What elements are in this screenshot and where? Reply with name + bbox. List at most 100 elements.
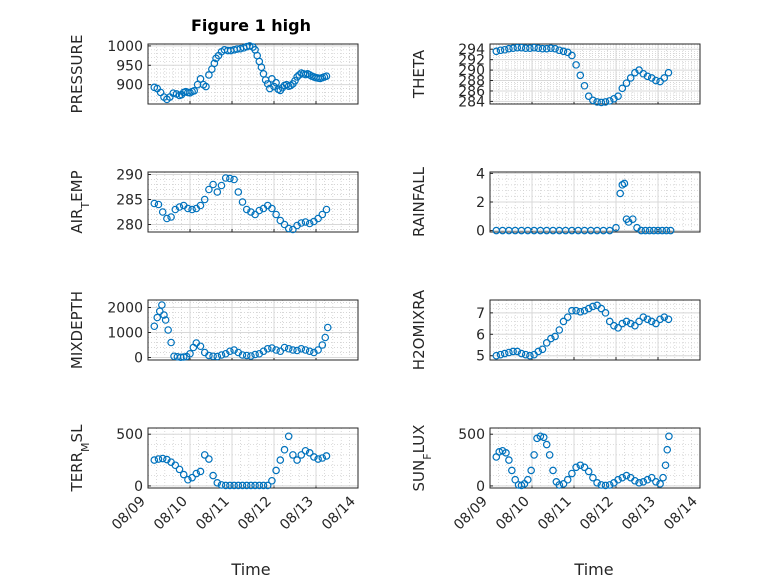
data-point: [496, 350, 505, 359]
data-point: [597, 304, 606, 313]
data-point: [158, 301, 166, 309]
data-point: [196, 342, 205, 351]
data-point: [150, 322, 159, 331]
data-point: [314, 455, 322, 463]
data-point: [188, 473, 196, 482]
data-point: [647, 473, 656, 482]
data-point: [161, 316, 170, 324]
data-point: [280, 343, 289, 352]
data-point: [505, 348, 513, 357]
data-point: [666, 226, 675, 235]
data-point: [301, 446, 310, 455]
data-point: [251, 481, 259, 490]
data-point: [542, 339, 551, 347]
data-point: [213, 352, 222, 361]
data-point: [268, 75, 276, 83]
y-tick-label: 284: [458, 94, 485, 110]
data-point: [645, 226, 654, 235]
data-point: [205, 185, 213, 194]
data-point: [213, 479, 222, 487]
data-point: [321, 333, 330, 342]
data-point: [626, 319, 635, 328]
data-point: [293, 346, 301, 355]
data-point: [257, 63, 266, 72]
data-point: [555, 46, 564, 55]
data-point: [568, 51, 576, 60]
data-point: [263, 80, 272, 88]
data-point: [618, 319, 627, 328]
data-point: [492, 351, 501, 360]
data-point: [492, 47, 501, 56]
data-point: [322, 72, 331, 80]
data-point: [305, 347, 314, 356]
data-point: [171, 461, 180, 470]
data-point: [196, 467, 205, 476]
x-tick-label: 08/11: [193, 494, 233, 534]
data-point: [555, 326, 564, 334]
data-point: [614, 324, 622, 332]
x-tick-label: 08/10: [493, 494, 533, 534]
y-tick-label: 1000: [107, 326, 143, 342]
data-point: [614, 92, 622, 100]
data-point: [164, 326, 172, 334]
y-tick-label: 2: [476, 195, 485, 211]
y-tick-label: 950: [116, 58, 143, 74]
data-point: [618, 473, 627, 482]
data-point: [242, 351, 251, 360]
y-tick-label: 900: [116, 78, 143, 94]
data-point: [280, 445, 289, 454]
figure-title: Figure 1 high: [191, 16, 311, 35]
data-point: [628, 215, 637, 223]
data-point: [526, 44, 534, 52]
y-axis-label: PRESSURE: [68, 35, 86, 114]
data-point: [500, 45, 509, 54]
data-point: [196, 75, 205, 83]
data-point: [238, 481, 247, 490]
data-point: [626, 74, 635, 82]
data-point: [610, 321, 618, 330]
data-point: [605, 97, 614, 105]
data-point: [150, 199, 159, 208]
data-point: [184, 204, 192, 213]
data-point: [601, 98, 610, 106]
data-point: [158, 208, 167, 216]
data-point: [605, 481, 614, 489]
data-point: [663, 445, 672, 454]
data-point: [534, 347, 543, 356]
data-point: [221, 481, 230, 490]
y-tick-label: 6: [476, 327, 485, 343]
subplot-air-temp: 280 285 290 AIRTEMP: [68, 168, 359, 234]
data-point: [551, 332, 559, 341]
data-point: [505, 44, 513, 53]
data-point: [217, 181, 226, 190]
data-point: [660, 313, 669, 321]
data-point: [314, 346, 322, 354]
data-point: [664, 315, 673, 324]
data-point: [314, 214, 322, 223]
data-point: [580, 463, 589, 472]
data-point: [523, 475, 532, 484]
data-point: [226, 347, 234, 356]
data-point: [175, 203, 184, 211]
subplot-rainfall: 0 2 4 RAINFALL: [410, 166, 701, 240]
data-point: [643, 315, 652, 324]
data-point: [255, 206, 264, 215]
data-point: [217, 351, 226, 359]
data-point: [186, 349, 194, 358]
data-point: [150, 456, 159, 464]
data-point: [661, 461, 670, 470]
data-point: [158, 454, 167, 463]
x-tick-label: 08/10: [151, 494, 191, 534]
data-point: [555, 481, 564, 489]
data-point: [597, 481, 606, 489]
subplot-terr-msl: 08/09 08/10 08/11 08/12 08/13 08/14 0 500 TERRMS…: [68, 424, 359, 533]
data-point: [234, 481, 243, 490]
data-point: [234, 188, 243, 196]
data-point: [179, 470, 188, 479]
data-point: [291, 76, 299, 85]
y-tick-label: 500: [458, 427, 485, 443]
data-point: [289, 225, 297, 234]
data-point: [179, 353, 188, 361]
data-point: [643, 72, 652, 81]
data-point: [511, 475, 520, 484]
